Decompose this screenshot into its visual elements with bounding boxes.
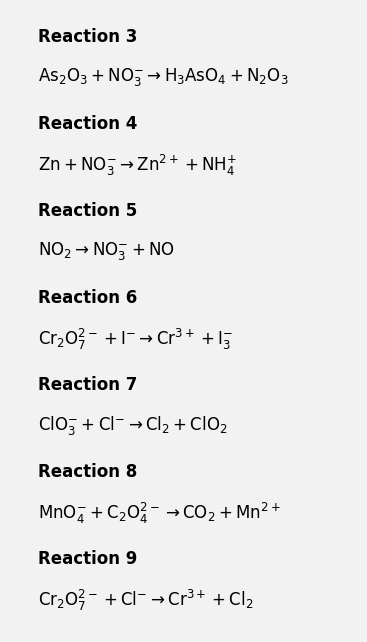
Text: $\mathrm{As_2O_3 + NO_3^{-} \rightarrow H_3AsO_4 + N_2O_3}$: $\mathrm{As_2O_3 + NO_3^{-} \rightarrow …	[38, 66, 288, 88]
Text: Reaction 3: Reaction 3	[38, 28, 137, 46]
Text: Reaction 4: Reaction 4	[38, 115, 137, 133]
Text: $\mathrm{MnO_4^{-} + C_2O_4^{2-} \rightarrow CO_2 + Mn^{2+}}$: $\mathrm{MnO_4^{-} + C_2O_4^{2-} \righta…	[38, 501, 281, 526]
Text: Reaction 5: Reaction 5	[38, 202, 137, 220]
Text: $\mathrm{Zn + NO_3^{-} \rightarrow Zn^{2+} + NH_4^{+}}$: $\mathrm{Zn + NO_3^{-} \rightarrow Zn^{2…	[38, 153, 237, 178]
Text: Reaction 7: Reaction 7	[38, 376, 137, 394]
Text: Reaction 6: Reaction 6	[38, 289, 137, 307]
Text: Reaction 8: Reaction 8	[38, 463, 137, 481]
Text: $\mathrm{Cr_2O_7^{2-} + Cl^{-} \rightarrow Cr^{3+} + Cl_2}$: $\mathrm{Cr_2O_7^{2-} + Cl^{-} \rightarr…	[38, 588, 253, 613]
Text: $\mathrm{ClO_3^{-} + Cl^{-} \rightarrow Cl_2 + ClO_2}$: $\mathrm{ClO_3^{-} + Cl^{-} \rightarrow …	[38, 414, 228, 437]
Text: $\mathrm{Cr_2O_7^{2-} + I^{-} \rightarrow Cr^{3+} + I_3^{-}}$: $\mathrm{Cr_2O_7^{2-} + I^{-} \rightarro…	[38, 327, 233, 352]
Text: $\mathrm{NO_2 \rightarrow NO_3^{-} + NO}$: $\mathrm{NO_2 \rightarrow NO_3^{-} + NO}…	[38, 240, 175, 262]
Text: Reaction 9: Reaction 9	[38, 550, 137, 568]
